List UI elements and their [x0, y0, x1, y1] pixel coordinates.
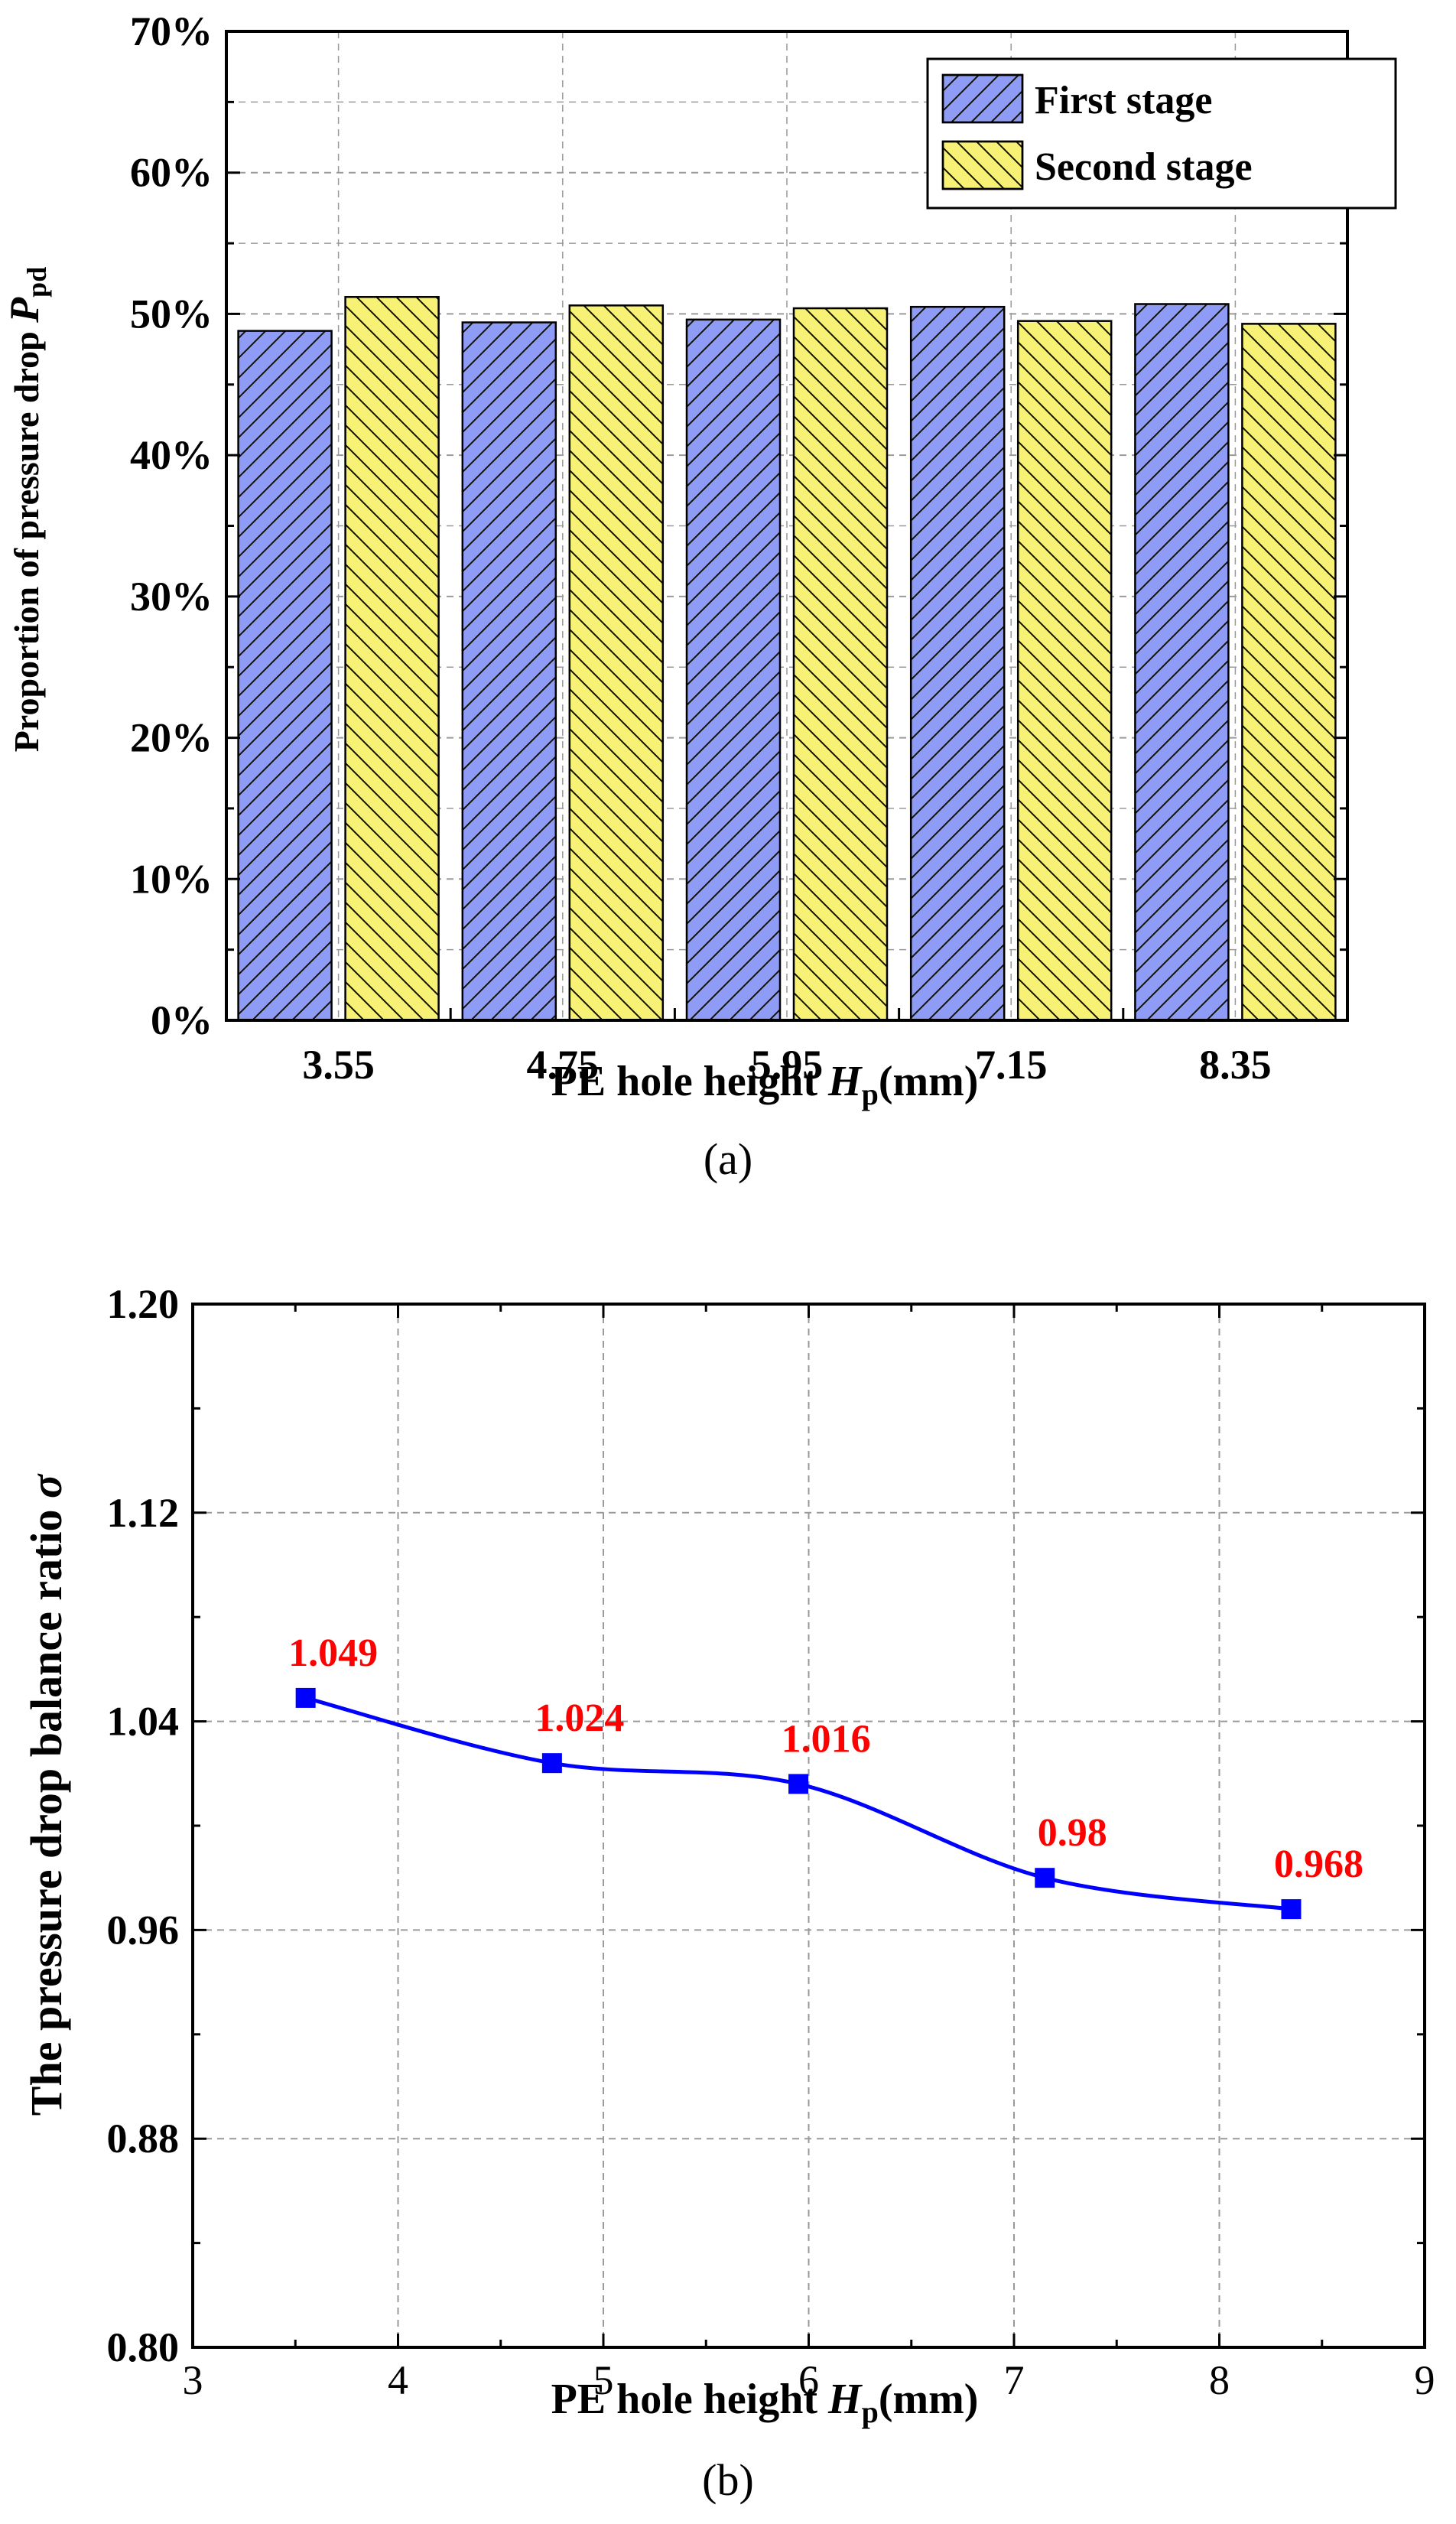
plot-frame — [191, 1303, 1426, 2349]
legend-swatch-hatch — [941, 140, 1024, 190]
data-point-marker — [295, 1687, 316, 1708]
data-point-marker — [788, 1774, 809, 1794]
y-tick-label: 60% — [130, 150, 213, 196]
panel-caption: (b) — [702, 2455, 754, 2505]
y-axis-label: Proportion of pressure drop Ppd — [2, 267, 52, 752]
y-tick-label: 50% — [130, 291, 213, 337]
bar-hatch — [344, 296, 440, 1022]
x-tick-label: 8.35 — [1199, 1042, 1272, 1088]
x-tick-label: 7.15 — [975, 1042, 1048, 1088]
y-tick-labels: 0% 10% 20% 30% 40% 50% 60% 70% — [130, 8, 213, 1043]
data-point-marker — [541, 1753, 562, 1774]
bar-hatch — [237, 330, 333, 1022]
y-tick-label: 1.20 — [107, 1281, 180, 1327]
y-tick-label: 0.80 — [107, 2324, 180, 2370]
y-tick-label: 0.96 — [107, 1907, 180, 1953]
bar-hatch — [1241, 323, 1337, 1022]
bar-chart-panel: 0% 10% 20% 30% 40% 50% 60% 70% 3.55 4.75 5.95 7.15… — [2, 8, 1397, 1184]
legend-entry-second-stage: Second stage — [1035, 145, 1253, 189]
x-axis-label-main: PE hole height — [551, 2376, 828, 2423]
y-tick-label: 70% — [130, 8, 213, 54]
x-tick-label: 9 — [1415, 2357, 1435, 2403]
data-labels: 1.049 1.024 1.016 0.98 0.968 — [288, 1631, 1363, 1886]
x-tick-label: 3.55 — [302, 1042, 375, 1088]
data-point-marker — [1281, 1899, 1302, 1920]
y-axis-label-main: The pressure drop balance ratio — [21, 1498, 71, 2116]
legend-entry-first-stage: First stage — [1035, 79, 1212, 122]
panel-caption: (a) — [704, 1134, 752, 1184]
x-axis-label-unit: (mm) — [879, 2376, 979, 2423]
y-axis-label-subscript: pd — [21, 267, 52, 298]
data-point-marker — [1035, 1868, 1055, 1888]
bar-hatch — [461, 321, 557, 1022]
grid — [193, 1304, 1425, 2347]
y-tick-label: 0% — [151, 997, 213, 1043]
x-tick-label: 6 — [798, 2357, 819, 2403]
bar-hatch — [909, 305, 1006, 1022]
legend-swatch-hatch — [941, 73, 1024, 124]
bar-hatch — [685, 318, 782, 1022]
y-tick-label: 1.04 — [107, 1699, 180, 1745]
x-tick-label: 4.75 — [527, 1042, 600, 1088]
x-axis-label: PE hole height Hp(mm) — [551, 1058, 979, 1111]
bar-hatch — [1016, 320, 1113, 1022]
x-axis-label-variable: H — [827, 1058, 863, 1105]
y-axis-label-variable: P — [2, 297, 47, 324]
x-axis-label: PE hole height Hp(mm) — [551, 2376, 979, 2429]
y-tick-label: 30% — [130, 574, 213, 620]
x-tick-labels: 3.55 4.75 5.95 7.15 8.35 — [302, 1042, 1271, 1088]
legend: First stage Second stage — [926, 57, 1397, 210]
x-axis-label-main: PE hole height — [551, 1058, 828, 1105]
data-label: 1.049 — [288, 1631, 378, 1675]
bar-hatch — [1134, 303, 1230, 1022]
y-tick-label: 0.88 — [107, 2116, 180, 2161]
x-tick-labels: 3 4 5 6 7 8 9 — [183, 2357, 1435, 2403]
data-points — [295, 1687, 1302, 1920]
data-label: 0.98 — [1038, 1811, 1107, 1855]
y-axis-label-variable: σ — [21, 1473, 71, 1498]
y-tick-labels: 0.80 0.88 0.96 1.04 1.12 1.20 — [107, 1281, 180, 2370]
bar-hatch — [568, 304, 665, 1022]
x-tick-label: 8 — [1209, 2357, 1230, 2403]
y-tick-label: 40% — [130, 432, 213, 478]
data-label: 1.024 — [535, 1696, 624, 1740]
plot-frame — [225, 30, 1349, 1022]
x-tick-label: 5.95 — [751, 1042, 824, 1088]
y-axis-label: The pressure drop balance ratio σ — [21, 1473, 71, 2116]
x-tick-label: 4 — [388, 2357, 408, 2403]
y-tick-label: 20% — [130, 715, 213, 761]
x-axis-label-variable: H — [827, 2376, 863, 2423]
x-tick-label: 7 — [1004, 2357, 1025, 2403]
x-axis-label-subscript: p — [862, 2395, 879, 2429]
x-tick-label: 5 — [593, 2357, 614, 2403]
y-tick-label: 1.12 — [107, 1490, 180, 1536]
x-tick-label: 3 — [183, 2357, 203, 2403]
bars — [237, 296, 1337, 1022]
y-tick-label: 10% — [130, 856, 213, 902]
data-label: 1.016 — [782, 1717, 871, 1761]
data-label: 0.968 — [1274, 1843, 1363, 1886]
x-axis-label-unit: (mm) — [879, 1058, 979, 1105]
y-axis-label-main: Proportion of pressure drop — [7, 323, 46, 752]
bar-hatch — [792, 307, 889, 1022]
x-axis-label-subscript: p — [862, 1077, 879, 1111]
